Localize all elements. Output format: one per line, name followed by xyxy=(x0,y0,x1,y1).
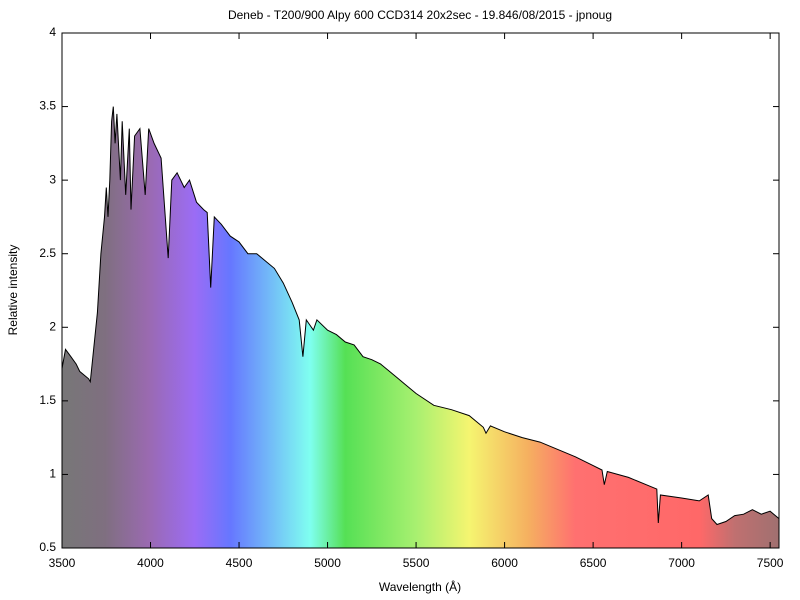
x-tick-label: 3500 xyxy=(49,556,76,570)
spectrum-area xyxy=(62,106,779,548)
x-tick-label: 7000 xyxy=(668,556,695,570)
x-tick-label: 4000 xyxy=(137,556,164,570)
x-tick-label: 7500 xyxy=(757,556,784,570)
y-tick-label: 1 xyxy=(49,467,56,481)
y-axis-label: Relative intensity xyxy=(6,245,20,336)
x-tick-label: 6500 xyxy=(580,556,607,570)
plot-frame xyxy=(61,32,780,549)
y-tick-label: 3.5 xyxy=(39,99,56,113)
spectrum-line xyxy=(61,106,780,526)
x-tick-label: 5000 xyxy=(314,556,341,570)
x-axis-label: Wavelength (Å) xyxy=(379,579,461,594)
y-tick-label: 2.5 xyxy=(39,246,56,260)
y-tick-label: 0.5 xyxy=(39,540,56,554)
chart-title: Deneb - T200/900 Alpy 600 CCD314 20x2sec… xyxy=(228,8,612,22)
y-tick-label: 2 xyxy=(49,319,56,333)
y-tick-label: 3 xyxy=(49,172,56,186)
y-tick-label: 4 xyxy=(49,25,56,39)
x-tick-label: 6000 xyxy=(491,556,518,570)
y-tick-label: 1.5 xyxy=(39,393,56,407)
x-tick-label: 4500 xyxy=(226,556,253,570)
x-tick-label: 5500 xyxy=(403,556,430,570)
